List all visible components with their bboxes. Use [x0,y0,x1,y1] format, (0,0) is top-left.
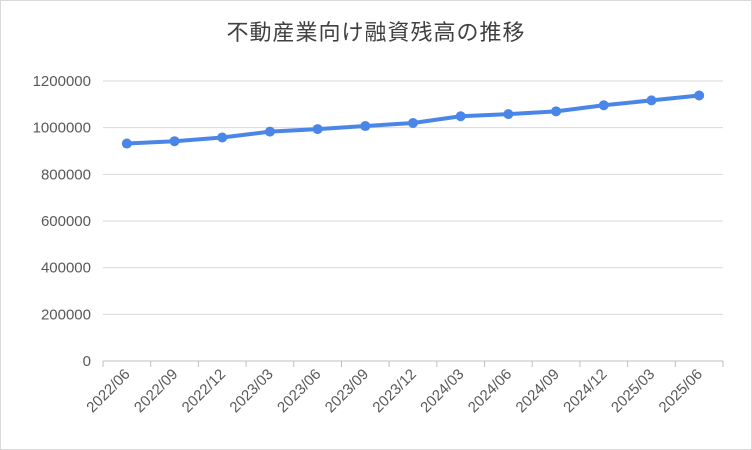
x-tick-label: 2025/03 [608,366,658,416]
x-tick-label: 2022/12 [179,366,229,416]
x-tick-label: 2023/06 [274,366,324,416]
y-tick-label: 400000 [41,260,91,277]
x-tick-label: 2022/09 [131,366,181,416]
data-point [455,111,466,122]
data-point [646,95,657,106]
y-tick-label: 600000 [41,213,91,230]
x-tick-label: 2023/09 [322,366,372,416]
x-tick-label: 2024/03 [417,366,467,416]
x-tick-label: 2024/09 [513,366,563,416]
y-tick-label: 0 [83,353,91,370]
x-tick-label: 2024/06 [465,366,515,416]
data-point [217,132,228,143]
x-tick-label: 2023/03 [226,366,276,416]
y-tick-label: 1200000 [33,73,91,90]
x-tick-label: 2022/06 [83,366,133,416]
data-point [503,109,514,120]
chart-title: 不動産業向け融資残高の推移 [226,21,526,46]
data-point [169,136,180,147]
data-point [312,124,323,135]
x-tick-label: 2024/12 [560,366,610,416]
data-point [264,126,275,137]
y-tick-label: 200000 [41,306,91,323]
data-point [408,118,418,128]
data-point [551,106,562,117]
data-point [121,138,132,149]
y-tick-label: 800000 [41,166,91,183]
data-point [694,90,705,101]
data-point [598,100,609,111]
y-tick-label: 1000000 [33,120,91,137]
x-tick-label: 2025/06 [656,366,706,416]
data-point [360,121,371,132]
x-tick-label: 2023/12 [369,366,419,416]
